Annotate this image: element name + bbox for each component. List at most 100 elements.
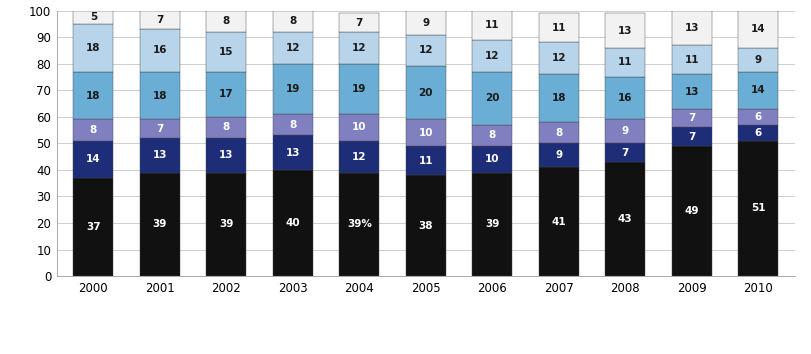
Text: 11: 11 [684, 55, 699, 65]
Bar [605, 162, 646, 276]
Text: 8: 8 [290, 16, 297, 26]
Bar [738, 141, 779, 276]
Bar [672, 11, 712, 45]
Text: 5: 5 [90, 12, 97, 22]
Bar [206, 11, 247, 32]
Bar [406, 34, 446, 67]
Bar [73, 72, 114, 120]
Bar [73, 141, 114, 178]
Bar [272, 170, 313, 276]
Text: 18: 18 [551, 93, 566, 103]
Bar [539, 74, 579, 122]
Text: 19: 19 [285, 84, 300, 94]
Text: 39%: 39% [347, 219, 371, 229]
Text: 9: 9 [556, 150, 562, 160]
Bar [539, 167, 579, 276]
Bar [472, 125, 513, 146]
Bar [406, 175, 446, 276]
Text: 8: 8 [223, 16, 230, 26]
Text: 13: 13 [684, 87, 699, 97]
Text: 8: 8 [90, 125, 97, 135]
Bar [272, 135, 313, 170]
Bar [206, 138, 247, 172]
Text: 12: 12 [352, 43, 367, 53]
Text: 12: 12 [551, 53, 566, 63]
Text: 13: 13 [285, 148, 300, 158]
Bar [539, 13, 579, 42]
Bar [206, 72, 247, 117]
Text: 37: 37 [86, 222, 101, 232]
Bar [339, 32, 380, 64]
Bar [139, 138, 180, 172]
Text: 11: 11 [618, 57, 633, 67]
Text: 15: 15 [219, 47, 234, 57]
Text: 13: 13 [684, 23, 699, 33]
Bar [605, 143, 646, 162]
Text: 16: 16 [152, 45, 167, 56]
Text: 7: 7 [621, 148, 629, 158]
Bar [472, 11, 513, 40]
Text: 9: 9 [622, 126, 629, 136]
Text: 14: 14 [86, 154, 101, 164]
Bar [272, 114, 313, 135]
Text: 7: 7 [688, 113, 695, 123]
Bar [406, 67, 446, 120]
Text: 10: 10 [418, 128, 433, 138]
Text: 12: 12 [352, 152, 367, 162]
Bar [73, 11, 114, 24]
Bar [73, 120, 114, 141]
Text: 8: 8 [290, 120, 297, 130]
Text: 8: 8 [555, 128, 562, 138]
Text: 8: 8 [223, 122, 230, 132]
Bar [605, 120, 646, 143]
Bar [139, 172, 180, 276]
Bar [73, 178, 114, 276]
Text: 13: 13 [219, 150, 234, 160]
Bar [139, 72, 180, 120]
Text: 7: 7 [157, 15, 164, 25]
Bar [139, 120, 180, 138]
Bar [272, 32, 313, 64]
Bar [738, 72, 779, 109]
Bar [672, 45, 712, 74]
Bar [472, 172, 513, 276]
Bar [139, 29, 180, 72]
Text: 49: 49 [684, 206, 699, 216]
Bar [605, 77, 646, 120]
Text: 19: 19 [352, 84, 367, 94]
Text: 10: 10 [352, 122, 367, 132]
Text: 11: 11 [418, 156, 433, 166]
Bar [672, 109, 712, 127]
Text: 12: 12 [485, 51, 500, 61]
Bar [139, 11, 180, 29]
Text: 12: 12 [285, 43, 300, 53]
Bar [206, 32, 247, 72]
Bar [672, 127, 712, 146]
Text: 14: 14 [751, 85, 766, 95]
Text: 11: 11 [551, 23, 566, 33]
Bar [339, 172, 380, 276]
Text: 39: 39 [152, 219, 167, 229]
Bar [206, 117, 247, 138]
Text: 9: 9 [423, 18, 429, 28]
Text: 13: 13 [618, 25, 633, 35]
Text: 38: 38 [418, 221, 433, 231]
Text: 43: 43 [618, 214, 633, 224]
Bar [472, 146, 513, 172]
Text: 9: 9 [755, 55, 762, 65]
Text: 7: 7 [355, 18, 363, 28]
Text: 18: 18 [86, 43, 101, 53]
Bar [406, 11, 446, 34]
Text: 7: 7 [157, 124, 164, 134]
Bar [605, 48, 646, 77]
Bar [738, 11, 779, 48]
Bar [406, 120, 446, 146]
Bar [339, 114, 380, 141]
Text: 16: 16 [618, 93, 633, 103]
Text: 6: 6 [754, 128, 762, 138]
Text: 51: 51 [751, 204, 766, 213]
Text: 39: 39 [219, 219, 234, 229]
Bar [206, 172, 247, 276]
Text: 17: 17 [219, 89, 234, 99]
Bar [539, 42, 579, 74]
